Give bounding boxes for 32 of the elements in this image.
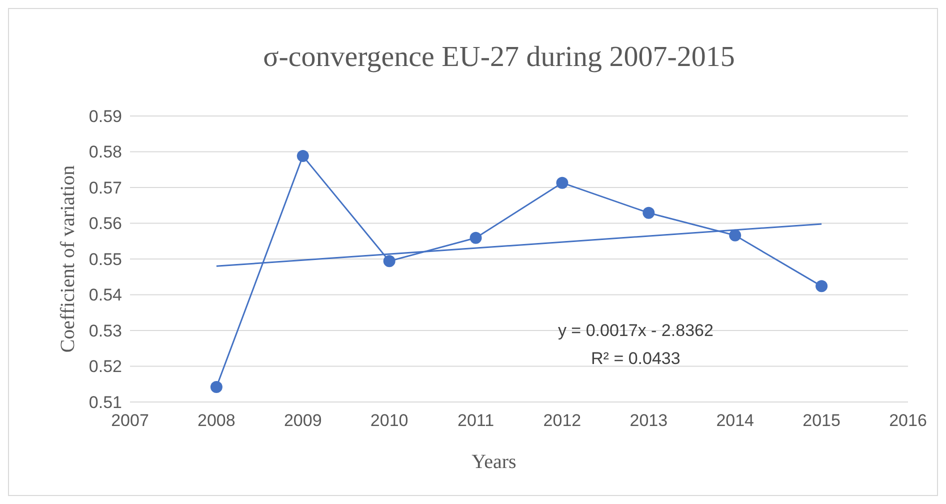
y-tick-label: 0.57 bbox=[88, 178, 122, 198]
x-tick-label: 2013 bbox=[630, 411, 668, 430]
point bbox=[383, 255, 396, 268]
x-axis-title: Years bbox=[472, 451, 517, 473]
annotation: R² = 0.0433 bbox=[591, 348, 680, 368]
x-tick-label: 2011 bbox=[457, 411, 494, 430]
point bbox=[729, 229, 742, 242]
point bbox=[556, 176, 568, 189]
chart-title: σ-convergence EU-27 during 2007-2015 bbox=[263, 41, 735, 73]
x-tick-label: 2012 bbox=[543, 411, 582, 430]
point bbox=[296, 150, 309, 162]
y-tick-label: 0.56 bbox=[88, 214, 122, 234]
point bbox=[816, 280, 828, 292]
x-tick-label: 2014 bbox=[716, 411, 754, 430]
y-tick-label: 0.58 bbox=[88, 142, 122, 162]
y-tick-label: 0.54 bbox=[88, 286, 122, 305]
y-tick-label: 0.53 bbox=[88, 321, 122, 340]
y-axis-title: Coefficient of variation bbox=[57, 165, 79, 353]
y-tick-label: 0.51 bbox=[88, 392, 122, 412]
y-tick-label: 0.59 bbox=[88, 106, 122, 126]
y-tick-label: 0.55 bbox=[88, 250, 122, 269]
point bbox=[210, 380, 222, 393]
x-tick-label: 2008 bbox=[198, 411, 236, 430]
point bbox=[642, 206, 655, 219]
x-tick-label: 2015 bbox=[802, 411, 840, 430]
x-tick-label: 2007 bbox=[111, 411, 149, 430]
x-tick-label: 2016 bbox=[889, 411, 927, 430]
x-tick-label: 2009 bbox=[284, 411, 322, 430]
x-tick-label: 2010 bbox=[370, 411, 408, 430]
annotation: y = 0.0017x - 2.8362 bbox=[558, 320, 714, 340]
y-tick-label: 0.52 bbox=[88, 357, 122, 376]
point bbox=[470, 232, 482, 244]
